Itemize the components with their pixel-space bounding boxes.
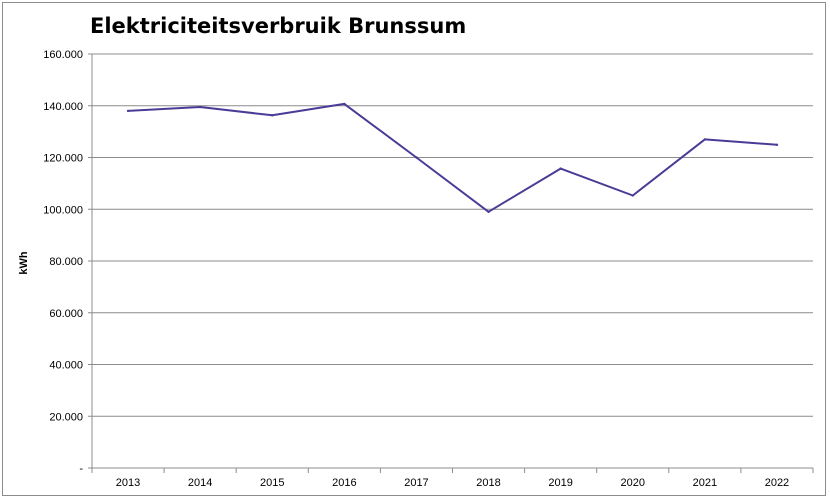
y-tick-label: 80.000 xyxy=(49,256,83,268)
y-tick-label: 160.000 xyxy=(43,49,83,61)
data-point xyxy=(631,194,634,197)
y-tick-label: 40.000 xyxy=(49,360,83,372)
data-point xyxy=(559,167,562,170)
y-tick-label: 60.000 xyxy=(49,308,83,320)
x-tick-label: 2017 xyxy=(404,477,428,489)
x-tick-label: 2019 xyxy=(548,477,572,489)
series-line xyxy=(127,102,778,213)
x-tick-label: 2022 xyxy=(765,477,789,489)
y-tick-label: 140.000 xyxy=(43,101,83,113)
x-tick-label: 2016 xyxy=(332,477,356,489)
chart-title: Elektriciteitsverbruik Brunssum xyxy=(90,14,467,38)
gridlines xyxy=(92,53,813,417)
data-point xyxy=(775,143,779,147)
x-tick-label: 2018 xyxy=(476,477,500,489)
x-tick-label: 2013 xyxy=(116,477,140,489)
axes xyxy=(88,53,814,473)
y-tick-label: 120.000 xyxy=(43,153,83,165)
x-tick-label: 2020 xyxy=(621,477,645,489)
data-point xyxy=(271,114,274,117)
y-tick-label: - xyxy=(79,463,83,475)
x-tick-label: 2014 xyxy=(188,477,212,489)
y-tick-labels: - 20.000 40.000 60.000 80.000 100.000 120.000 1… xyxy=(43,49,83,475)
data-point xyxy=(198,105,202,109)
x-tick-labels: 2013 2014 2015 2016 2017 2018 2019 2020 2021 2022 xyxy=(116,477,789,489)
y-tick-label: 20.000 xyxy=(49,411,83,423)
x-tick-label: 2021 xyxy=(693,477,717,489)
y-tick-label: 100.000 xyxy=(43,204,83,216)
y-axis-label: kWh xyxy=(18,251,30,275)
x-tick-label: 2015 xyxy=(260,477,284,489)
data-point xyxy=(126,109,130,113)
data-point xyxy=(487,210,490,214)
data-point xyxy=(415,156,418,159)
data-point xyxy=(343,102,346,106)
data-point xyxy=(703,138,707,141)
series-group xyxy=(126,102,779,214)
